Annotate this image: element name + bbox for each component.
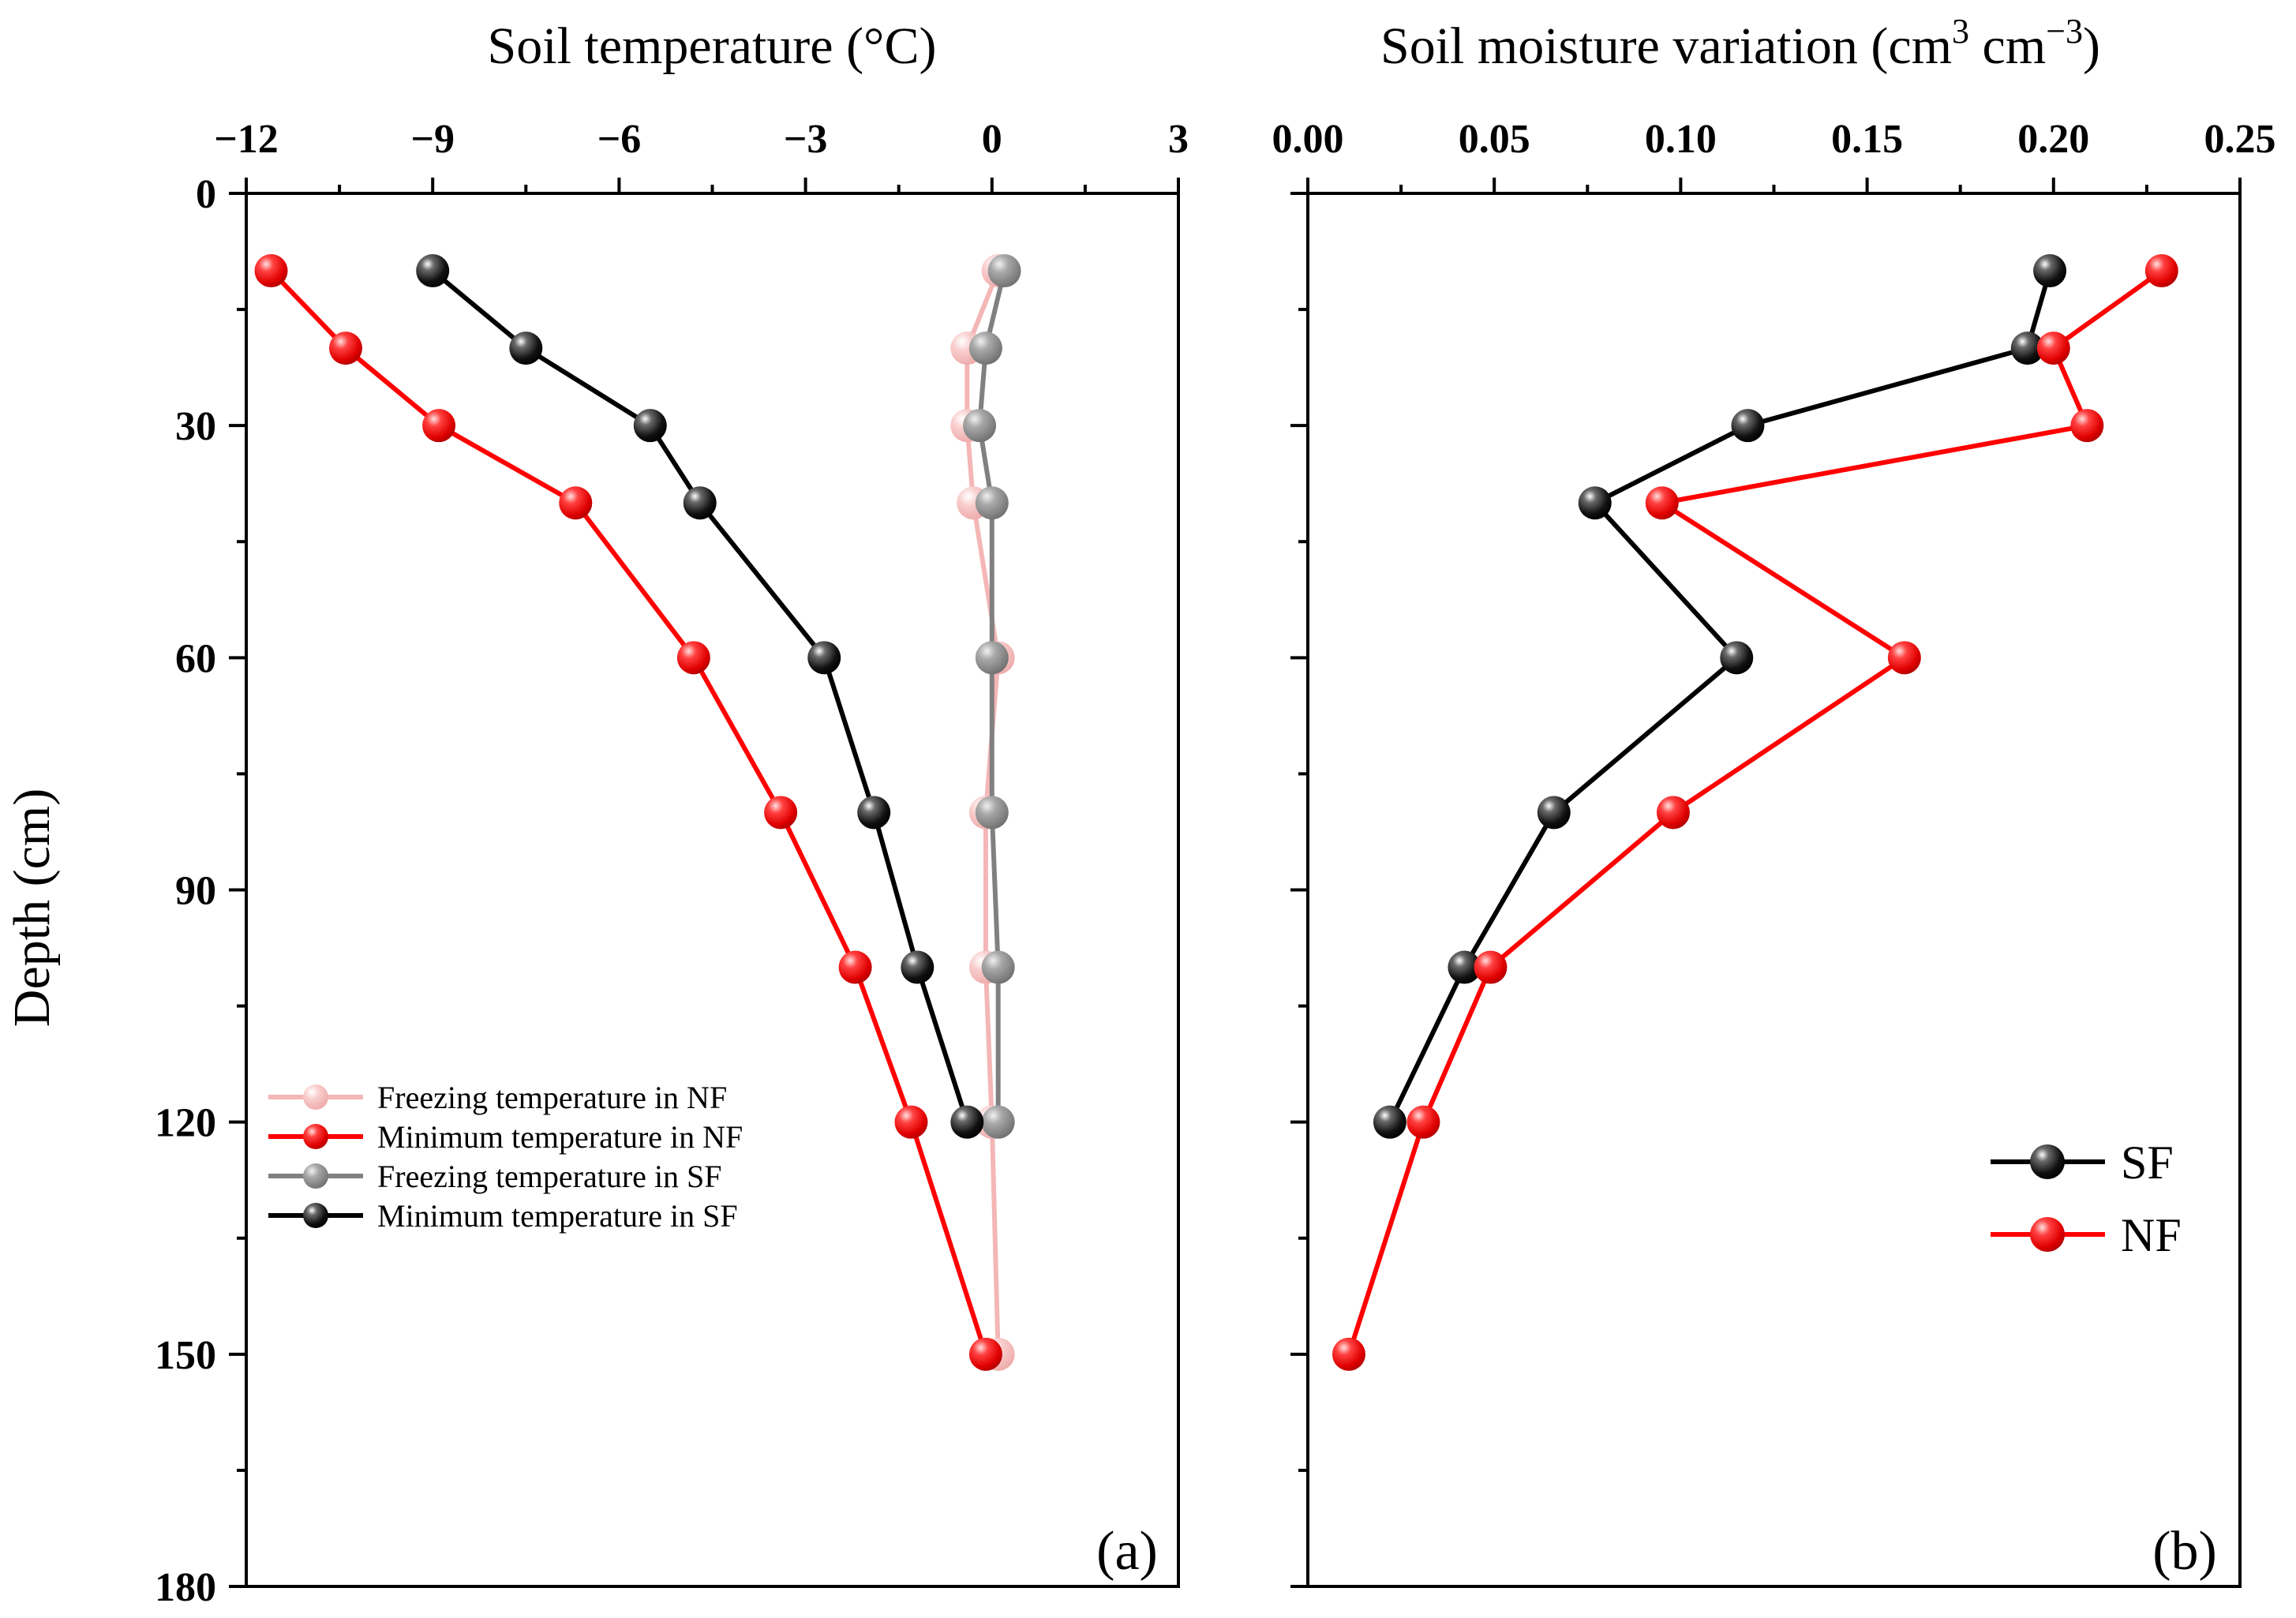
data-point <box>764 796 798 830</box>
data-point <box>1720 641 1754 675</box>
series-nf <box>1332 254 2178 1371</box>
legend-label: SF <box>2121 1137 2174 1189</box>
y-tick-label: 150 <box>155 1333 216 1378</box>
data-point <box>416 254 450 288</box>
legend-item: NF <box>1991 1209 2182 1261</box>
y-axis-title: Depth (cm) <box>3 788 61 1027</box>
panel-a-x-axis-title: Soil temperature (°C) <box>488 17 937 75</box>
data-point <box>1537 796 1571 830</box>
data-point <box>975 796 1009 830</box>
data-point <box>857 796 891 830</box>
data-point <box>1887 641 1921 675</box>
legend-item: Freezing temperature in NF <box>268 1080 727 1115</box>
x-tick-label: 0.25 <box>2204 117 2276 162</box>
data-point <box>963 409 997 443</box>
data-point <box>1645 486 1679 520</box>
series-freezing-temperature-in-sf <box>963 254 1021 1139</box>
x-tick-label: 0 <box>982 117 1002 162</box>
data-point <box>981 1105 1015 1139</box>
y-tick-label: 30 <box>175 404 216 449</box>
panel-b-label: (b) <box>2152 1521 2217 1582</box>
series-sf <box>1373 254 2067 1139</box>
legend-item: Freezing temperature in SF <box>268 1159 722 1194</box>
data-point <box>1731 409 1765 443</box>
data-point <box>2070 409 2104 443</box>
data-point <box>1373 1105 1406 1139</box>
legend-marker <box>303 1203 328 1228</box>
legend-marker <box>303 1163 328 1189</box>
panel-b-moisture-chart: 0.00 0.05 0.10 0.15 0.20 0.25 SF NF <box>1272 117 2276 1588</box>
data-point <box>633 409 667 443</box>
legend-label: NF <box>2121 1209 2182 1261</box>
panel-b-x-axis-title: Soil moisture variation (cm3 cm−3) <box>1380 12 2100 75</box>
series-line <box>431 268 970 1123</box>
data-point <box>1656 796 1690 830</box>
legend: SF NF <box>1991 1137 2182 1261</box>
data-point <box>254 254 288 288</box>
data-point <box>2033 254 2067 288</box>
y-tick-label: 90 <box>175 869 216 914</box>
x-tick-label: 0.10 <box>1645 117 1717 162</box>
legend-label: Minimum temperature in SF <box>377 1198 738 1234</box>
x-tick-label: −12 <box>214 117 279 162</box>
data-point <box>987 254 1021 288</box>
series-minimum-temperature-in-sf <box>416 254 984 1139</box>
x-tick-label: −3 <box>784 117 828 162</box>
x-tick-label: 0.00 <box>1272 117 1344 162</box>
data-point <box>683 486 717 520</box>
y-tick-label: 180 <box>155 1565 216 1610</box>
data-point <box>981 950 1015 984</box>
series-line <box>1388 270 2052 1123</box>
data-point <box>422 409 456 443</box>
data-point <box>975 641 1009 675</box>
data-point <box>2144 254 2178 288</box>
plot-frame <box>245 192 1180 1588</box>
data-point <box>559 486 593 520</box>
data-point <box>676 641 710 675</box>
x-tick-label: 3 <box>1168 117 1189 162</box>
data-point <box>1406 1105 1440 1139</box>
data-point <box>509 331 543 365</box>
legend-marker <box>303 1084 328 1110</box>
panel-a-label: (a) <box>1096 1521 1158 1582</box>
x-tick-label: 0.05 <box>1459 117 1530 162</box>
data-point <box>328 331 362 365</box>
data-point <box>838 950 872 984</box>
data-point <box>2010 331 2044 365</box>
series-line <box>977 270 1007 1122</box>
data-point <box>968 1337 1002 1371</box>
y-tick-label: 120 <box>155 1101 216 1146</box>
plot-frame <box>1306 192 2242 1588</box>
x-tick-label: −9 <box>410 117 455 162</box>
data-point <box>901 950 935 984</box>
series-minimum-temperature-in-nf <box>254 254 1002 1371</box>
legend: Freezing temperature in NF Minimum temper… <box>268 1080 743 1234</box>
legend-label: Freezing temperature in SF <box>377 1159 722 1194</box>
legend-label: Freezing temperature in NF <box>377 1080 727 1115</box>
legend-marker <box>2030 1144 2065 1179</box>
legend-marker <box>2030 1217 2065 1252</box>
data-point <box>1332 1337 1365 1371</box>
x-tick-label: 0.20 <box>2017 117 2089 162</box>
legend-item: SF <box>1991 1137 2174 1189</box>
data-point <box>2036 331 2070 365</box>
data-point <box>1448 950 1481 984</box>
legend-item: Minimum temperature in NF <box>268 1119 743 1155</box>
legend-item: Minimum temperature in SF <box>268 1198 738 1234</box>
y-tick-label: 0 <box>196 172 216 217</box>
data-point <box>950 1105 984 1139</box>
x-tick-label: −6 <box>597 117 642 162</box>
data-point <box>894 1105 928 1139</box>
data-point <box>1578 486 1612 520</box>
legend-label: Minimum temperature in NF <box>377 1119 743 1155</box>
data-point <box>1474 950 1508 984</box>
data-point <box>968 331 1002 365</box>
legend-marker <box>303 1124 328 1149</box>
x-tick-label: 0.15 <box>1831 117 1903 162</box>
data-point <box>975 486 1009 520</box>
y-tick-label: 60 <box>175 636 216 681</box>
data-point <box>807 641 841 675</box>
